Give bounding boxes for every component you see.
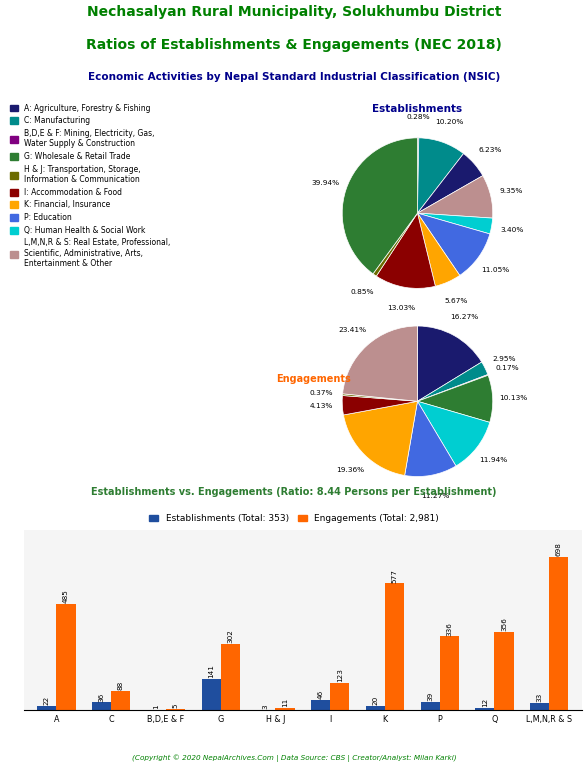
Wedge shape (376, 214, 435, 288)
Bar (440, 637, 459, 710)
Text: 19.36%: 19.36% (336, 467, 364, 473)
Text: 46: 46 (318, 690, 323, 700)
Text: 10.13%: 10.13% (500, 395, 528, 401)
Bar (385, 584, 404, 710)
Bar (92, 703, 111, 710)
Wedge shape (343, 402, 417, 475)
Wedge shape (405, 402, 456, 476)
Bar (220, 644, 240, 710)
Text: 22: 22 (44, 696, 50, 705)
Wedge shape (417, 138, 419, 214)
Text: 11.94%: 11.94% (479, 457, 508, 463)
Text: 0.28%: 0.28% (406, 114, 430, 120)
Wedge shape (342, 396, 417, 415)
Wedge shape (342, 394, 417, 402)
Text: Establishments vs. Engagements (Ratio: 8.44 Persons per Establishment): Establishments vs. Engagements (Ratio: 8… (91, 486, 497, 497)
Text: 141: 141 (208, 664, 214, 678)
Wedge shape (417, 375, 488, 402)
Text: 39.94%: 39.94% (312, 180, 340, 186)
Bar (420, 702, 440, 710)
Text: 36: 36 (99, 692, 105, 702)
Text: 336: 336 (446, 621, 452, 636)
Text: 13.03%: 13.03% (387, 305, 415, 311)
Text: 3: 3 (263, 704, 269, 709)
Bar (37, 706, 56, 710)
Text: 6.23%: 6.23% (479, 147, 502, 153)
Text: 123: 123 (337, 669, 343, 683)
Text: Economic Activities by Nepal Standard Industrial Classification (NSIC): Economic Activities by Nepal Standard In… (88, 72, 500, 82)
Wedge shape (343, 326, 417, 402)
Text: 10.20%: 10.20% (435, 119, 463, 125)
Text: 0.17%: 0.17% (496, 365, 520, 370)
Text: 11.05%: 11.05% (482, 266, 510, 273)
Bar (202, 680, 220, 710)
Text: 39: 39 (427, 692, 433, 701)
Text: 33: 33 (537, 693, 543, 702)
Bar (366, 706, 385, 710)
Bar (530, 703, 549, 710)
Legend: Establishments (Total: 353), Engagements (Total: 2,981): Establishments (Total: 353), Engagements… (146, 511, 442, 527)
Text: 11.27%: 11.27% (421, 493, 449, 499)
Text: 23.41%: 23.41% (339, 327, 367, 333)
Text: Establishments: Establishments (372, 104, 463, 114)
Text: 9.35%: 9.35% (500, 188, 523, 194)
Text: 0.37%: 0.37% (310, 390, 333, 396)
Wedge shape (342, 138, 417, 274)
Bar (475, 708, 495, 710)
Text: 3.40%: 3.40% (501, 227, 524, 233)
Text: (Copyright © 2020 NepalArchives.Com | Data Source: CBS | Creator/Analyst: Milan : (Copyright © 2020 NepalArchives.Com | Da… (132, 754, 456, 762)
Wedge shape (417, 138, 463, 214)
Text: 2.95%: 2.95% (492, 356, 516, 362)
Text: 0.85%: 0.85% (351, 290, 375, 296)
Wedge shape (417, 176, 493, 218)
Text: 356: 356 (501, 617, 507, 631)
Text: 11: 11 (282, 698, 288, 707)
Text: 88: 88 (118, 681, 123, 690)
Text: 5.67%: 5.67% (445, 298, 468, 304)
Wedge shape (417, 362, 488, 402)
Wedge shape (417, 214, 460, 286)
Wedge shape (373, 214, 417, 276)
Text: 485: 485 (63, 589, 69, 603)
Wedge shape (417, 214, 490, 276)
Wedge shape (417, 402, 490, 466)
Text: 698: 698 (556, 542, 562, 556)
Text: 1: 1 (153, 705, 159, 710)
Text: Nechasalyan Rural Municipality, Solukhumbu District: Nechasalyan Rural Municipality, Solukhum… (87, 5, 501, 19)
Bar (111, 691, 131, 710)
Text: 5: 5 (172, 703, 179, 708)
Text: 577: 577 (392, 568, 397, 582)
Text: 12: 12 (482, 697, 488, 707)
Wedge shape (417, 326, 482, 402)
Wedge shape (417, 214, 493, 234)
Legend: A: Agriculture, Forestry & Fishing, C: Manufacturing, B,D,E & F: Mining, Electri: A: Agriculture, Forestry & Fishing, C: M… (9, 104, 171, 268)
Text: 20: 20 (372, 696, 379, 705)
Bar (311, 700, 330, 710)
Bar (275, 708, 295, 710)
Text: Ratios of Establishments & Engagements (NEC 2018): Ratios of Establishments & Engagements (… (86, 38, 502, 52)
Wedge shape (417, 376, 493, 422)
Bar (330, 684, 349, 710)
Text: Engagements: Engagements (276, 374, 352, 384)
Text: 16.27%: 16.27% (450, 314, 479, 320)
Bar (549, 557, 569, 710)
Bar (56, 604, 75, 710)
Bar (495, 632, 514, 710)
Text: 4.13%: 4.13% (310, 403, 333, 409)
Text: 302: 302 (227, 629, 233, 643)
Wedge shape (417, 154, 483, 214)
